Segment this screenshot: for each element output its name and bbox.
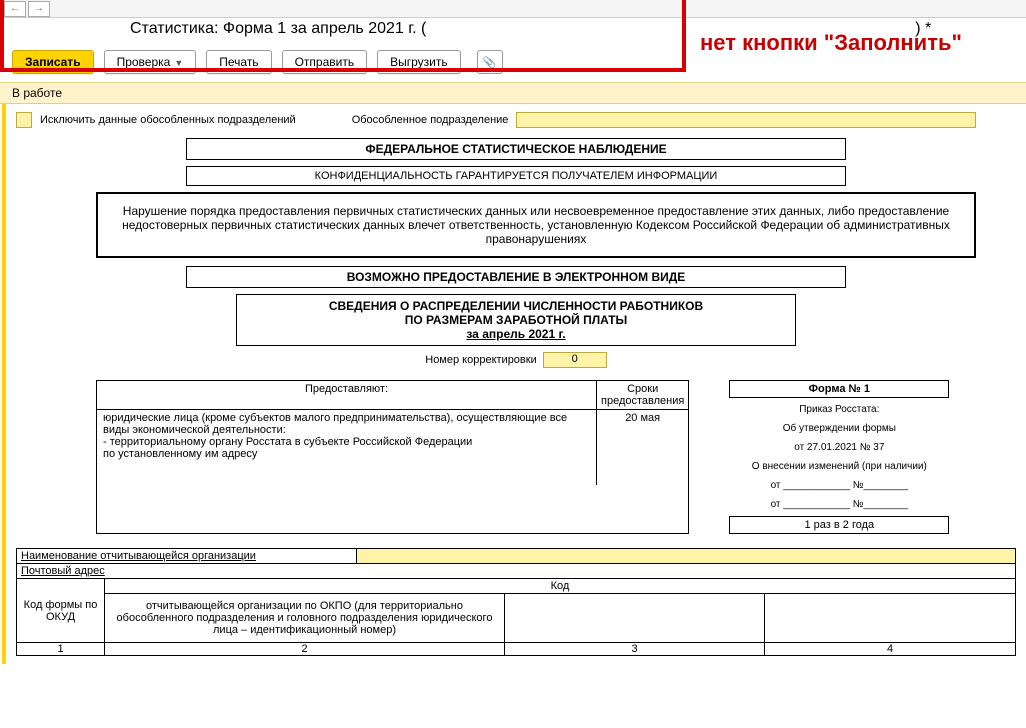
check-label: Проверка [117,55,171,69]
correction-row: Номер корректировки 0 [96,352,936,368]
org-name-row: Наименование отчитывающейся организации [16,548,1016,564]
sved-line1: СВЕДЕНИЯ О РАСПРЕДЕЛЕНИИ ЧИСЛЕННОСТИ РАБ… [245,299,787,313]
sved-period: за апрель 2021 г. [245,327,787,341]
form-order: Приказ Росстата: [729,402,949,417]
chevron-down-icon: ▼ [174,58,183,68]
sved-box: СВЕДЕНИЯ О РАСПРЕДЕЛЕНИИ ЧИСЛЕННОСТИ РАБ… [236,294,796,346]
nav-back-button[interactable]: ← [4,1,26,17]
code-cell-3[interactable] [505,594,765,642]
col-num-4: 4 [765,643,1015,655]
exclude-checkbox[interactable] [16,112,32,128]
provide-hdr-right: Сроки предоставления [597,381,688,409]
bottom-tables: Наименование отчитывающейся организации … [16,548,1016,656]
col-num-3: 3 [505,643,765,655]
form-date: от 27.01.2021 № 37 [729,440,949,455]
print-button[interactable]: Печать [206,50,271,74]
code-cell-4[interactable] [765,594,1015,642]
form-freq: 1 раз в 2 года [729,516,949,534]
paperclip-icon: 📎 [483,56,497,69]
electronic-box: ВОЗМОЖНО ПРЕДОСТАВЛЕНИЕ В ЭЛЕКТРОННОМ ВИ… [186,266,846,288]
options-row: Исключить данные обособленных подразделе… [16,112,1016,128]
org-name-label: Наименование отчитывающейся организации [17,549,357,563]
provide-body-left: юридические лица (кроме субъектов малого… [97,410,597,485]
check-button[interactable]: Проверка▼ [104,50,197,74]
nav-forward-button[interactable]: → [28,1,50,17]
col-num-1: 1 [17,643,105,655]
addr-label: Почтовый адрес [16,564,1016,579]
correction-label: Номер корректировки [425,354,536,366]
export-button[interactable]: Выгрузить [377,50,461,74]
col-num-2: 2 [105,643,505,655]
two-col-section: Предоставляют: Сроки предоставления юрид… [96,380,936,534]
annotation-text: нет кнопки "Заполнить" [700,30,962,56]
exclude-label: Исключить данные обособленных подразделе… [40,114,296,126]
form-approval: Об утверждении формы [729,421,949,436]
provide-hdr-left: Предоставляют: [97,381,597,409]
form-ot1: от ____________ №________ [729,478,949,493]
status-bar: В работе [0,82,1026,104]
send-button[interactable]: Отправить [282,50,368,74]
form-area: Исключить данные обособленных подразделе… [2,104,1026,664]
form-no: Форма № 1 [729,380,949,398]
okud-label: Код формы по ОКУД [17,579,105,642]
org-name-input[interactable] [357,549,1015,563]
form-changes: О внесении изменений (при наличии) [729,459,949,474]
warning-box: Нарушение порядка предоставления первичн… [96,192,976,258]
header-box-2: КОНФИДЕНЦИАЛЬНОСТЬ ГАРАНТИРУЕТСЯ ПОЛУЧАТ… [186,166,846,186]
sved-line2: ПО РАЗМЕРАМ ЗАРАБОТНОЙ ПЛАТЫ [245,313,787,327]
form-ot2: от ____________ №________ [729,497,949,512]
provide-body-right: 20 мая [597,410,688,485]
correction-input[interactable]: 0 [543,352,607,368]
header-box-1: ФЕДЕРАЛЬНОЕ СТАТИСТИЧЕСКОЕ НАБЛЮДЕНИЕ [186,138,846,160]
title-text: Статистика: Форма 1 за апрель 2021 г. ( [130,20,426,37]
attach-button[interactable]: 📎 [477,50,503,74]
kod-header: Код [105,579,1015,594]
provide-table: Предоставляют: Сроки предоставления юрид… [96,380,689,534]
form-info-panel: Форма № 1 Приказ Росстата: Об утверждени… [729,380,949,534]
subdivision-input[interactable] [516,112,976,128]
write-button[interactable]: Записать [12,50,94,74]
code-table: Код формы по ОКУД Код отчитывающейся орг… [16,579,1016,656]
okpo-label: отчитывающейся организации по ОКПО (для … [105,594,505,642]
nav-bar: ← → [0,0,1026,18]
subdivision-label: Обособленное подразделение [352,114,509,126]
